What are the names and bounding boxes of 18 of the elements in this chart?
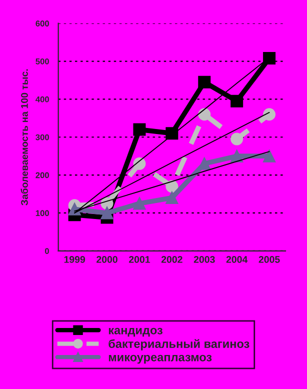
x-tick-label: 1999 — [64, 256, 86, 263]
y-tick-label: 300 — [36, 134, 49, 140]
y-tick-label: 200 — [36, 172, 49, 178]
legend-label: бактериальный вагиноз — [108, 339, 250, 350]
x-tick-label: 2001 — [128, 256, 150, 263]
y-tick-label: 100 — [36, 210, 49, 216]
y-tick-label: 400 — [36, 96, 49, 102]
y-axis-title: Заболеваемость на 100 тыс. — [20, 69, 28, 206]
y-tick-label: 600 — [36, 20, 49, 26]
x-tick-label: 2000 — [96, 256, 118, 263]
x-tick-label: 2004 — [226, 256, 248, 263]
legend-label: кандидоз — [108, 328, 162, 337]
x-tick-label: 2002 — [161, 256, 182, 263]
y-tick-label: 0 — [45, 248, 49, 254]
legend-label: микоуреаплазмоз — [108, 354, 212, 364]
x-tick-label: 2003 — [194, 256, 215, 263]
y-tick-label: 500 — [36, 58, 49, 64]
x-tick-label: 2005 — [258, 256, 280, 263]
